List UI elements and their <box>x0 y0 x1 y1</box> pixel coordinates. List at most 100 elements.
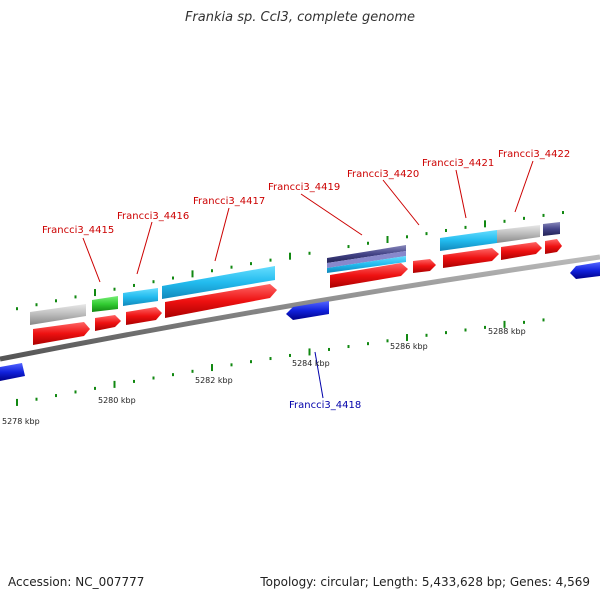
tick-mark <box>464 225 467 229</box>
tick-mark <box>523 216 525 220</box>
genome-backbone <box>0 254 600 362</box>
tick-mark <box>133 283 135 287</box>
tick-mark <box>542 318 545 322</box>
cds-arrow <box>286 301 329 320</box>
tick-mark <box>16 398 18 406</box>
gene-feature <box>30 304 86 325</box>
tick-mark <box>133 379 135 383</box>
cds-arrow <box>126 307 162 325</box>
tick-mark <box>211 269 213 273</box>
tick-mark <box>16 307 18 311</box>
tick-mark <box>386 236 389 244</box>
tick-mark <box>94 386 96 390</box>
gene-feature <box>327 256 406 273</box>
gene-label[interactable]: Francci3_4419 <box>268 182 340 193</box>
tick-mark <box>503 219 506 223</box>
tick-mark <box>503 320 506 328</box>
gene-label[interactable]: Francci3_4417 <box>193 196 265 207</box>
tick-mark <box>230 363 233 367</box>
tick-mark <box>152 376 155 380</box>
tick-mark <box>406 235 408 239</box>
gene-label[interactable]: Francci3_4416 <box>117 211 189 222</box>
tick-mark <box>445 228 447 232</box>
cds-arrow <box>330 263 408 288</box>
tick-mark <box>308 251 311 255</box>
tick-mark <box>445 331 447 335</box>
tick-mark <box>328 347 330 351</box>
tick-mark <box>367 241 369 245</box>
cds-arrow <box>0 363 25 381</box>
tick-mark <box>250 262 252 266</box>
cds-arrow <box>33 322 90 345</box>
genome-summary: Topology: circular; Length: 5,433,628 bp… <box>260 575 590 589</box>
tick-mark <box>113 380 116 388</box>
tick-mark <box>386 339 389 343</box>
cds-arrow <box>165 284 277 318</box>
tick-label: 5280 kbp <box>98 396 136 405</box>
tick-mark <box>289 252 291 260</box>
gene-label[interactable]: Francci3_4415 <box>42 225 114 236</box>
tick-label: 5284 kbp <box>292 359 330 368</box>
gene-label[interactable]: Francci3_4422 <box>498 149 570 160</box>
tick-mark <box>250 360 252 364</box>
gene-label[interactable]: Francci3_4421 <box>422 158 494 169</box>
tick-mark <box>347 245 350 249</box>
cds-arrow <box>501 242 542 260</box>
tick-mark <box>94 289 96 297</box>
gene-feature <box>497 225 540 243</box>
tick-mark <box>289 353 291 357</box>
tick-mark <box>55 299 57 303</box>
tick-mark <box>172 373 174 377</box>
gene-label[interactable]: Francci3_4418 <box>289 400 361 411</box>
cds-arrow <box>443 248 499 268</box>
tick-mark <box>367 342 369 346</box>
gene-label[interactable]: Francci3_4420 <box>347 169 419 180</box>
tick-mark <box>113 287 116 291</box>
gene-feature <box>327 245 406 263</box>
gene-feature <box>123 288 158 306</box>
accession-label: Accession: NC_007777 <box>8 575 145 589</box>
gene-feature <box>543 222 560 236</box>
tick-label: 5278 kbp <box>2 417 40 426</box>
tick-mark <box>55 394 57 398</box>
tick-mark <box>191 270 194 278</box>
tick-mark <box>172 276 174 280</box>
tick-mark <box>74 390 77 394</box>
tick-mark <box>191 369 194 373</box>
tick-mark <box>542 213 545 217</box>
tick-label: 5288 kbp <box>488 327 526 336</box>
gene-feature <box>440 230 497 251</box>
tick-mark <box>562 211 564 215</box>
cds-arrow <box>545 239 562 254</box>
tick-marks <box>16 211 564 406</box>
cds-arrow <box>95 315 121 331</box>
label-leaders <box>82 160 534 399</box>
forward-features <box>30 222 560 325</box>
gene-feature <box>162 266 275 299</box>
tick-mark <box>484 325 486 329</box>
tick-mark <box>406 334 408 342</box>
tick-mark <box>484 220 486 228</box>
tick-mark <box>35 397 38 401</box>
tick-mark <box>269 258 272 262</box>
gene-feature <box>327 251 406 268</box>
forward-cds-arrows <box>33 239 562 345</box>
tick-mark <box>464 328 467 332</box>
cds-arrow <box>570 262 600 279</box>
gene-feature <box>92 296 118 312</box>
tick-mark <box>211 364 213 372</box>
tick-mark <box>425 333 428 337</box>
tick-mark <box>269 357 272 361</box>
tick-label: 5282 kbp <box>195 376 233 385</box>
gene-labels: Francci3_4415 Francci3_4416 Francci3_441… <box>42 149 570 411</box>
tick-mark <box>152 280 155 284</box>
cds-arrow <box>413 259 436 273</box>
tick-label: 5286 kbp <box>390 342 428 351</box>
tick-mark <box>523 320 525 324</box>
reverse-cds-arrows <box>0 262 600 381</box>
tick-labels: 5278 kbp 5280 kbp 5282 kbp 5284 kbp 5286… <box>2 327 526 426</box>
tick-mark <box>35 303 38 307</box>
tick-mark <box>347 345 350 349</box>
tick-mark <box>425 232 428 236</box>
